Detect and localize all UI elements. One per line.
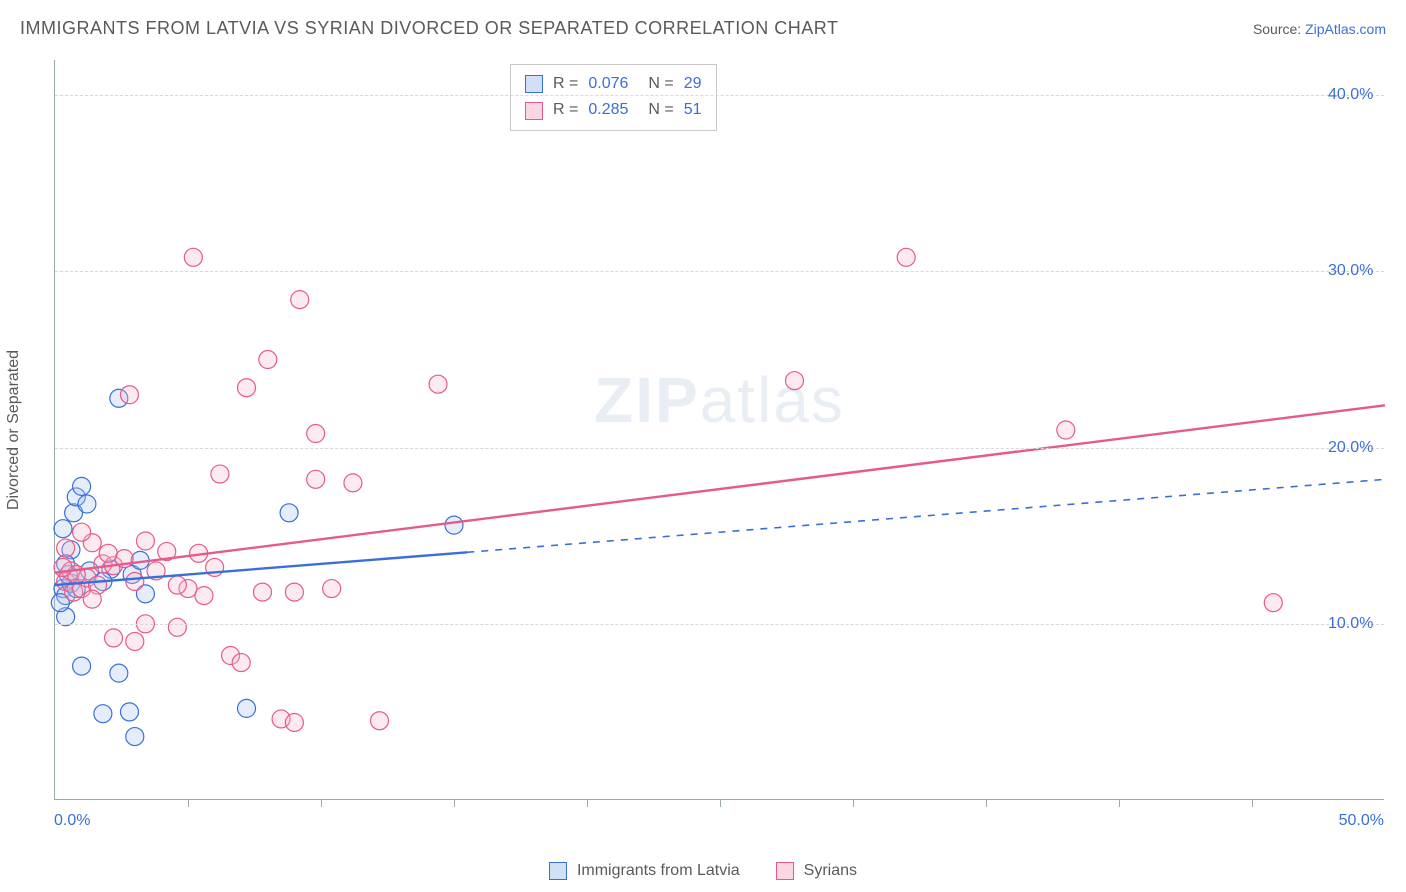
y-tick-label: 30.0% bbox=[1328, 262, 1398, 280]
latvia-swatch bbox=[549, 862, 567, 880]
syrians-point bbox=[238, 379, 256, 397]
latvia-point bbox=[445, 516, 463, 534]
syrians-point bbox=[897, 248, 915, 266]
source-prefix: Source: bbox=[1253, 21, 1305, 37]
latvia-point bbox=[110, 664, 128, 682]
syrians-point bbox=[285, 583, 303, 601]
x-tick-mark bbox=[720, 799, 721, 807]
syrians-point bbox=[1057, 421, 1075, 439]
syrians-swatch bbox=[776, 862, 794, 880]
series-legend: Immigrants from Latvia Syrians bbox=[0, 862, 1406, 880]
syrians-point bbox=[291, 291, 309, 309]
syrians-point bbox=[785, 372, 803, 390]
legend-item-syrians: Syrians bbox=[776, 862, 857, 880]
legend-series-label: Immigrants from Latvia bbox=[577, 862, 740, 880]
syrians-point bbox=[136, 532, 154, 550]
syrians-point bbox=[126, 632, 144, 650]
legend-r-value: 0.285 bbox=[588, 97, 628, 123]
legend-series-label: Syrians bbox=[804, 862, 857, 880]
syrians-point bbox=[57, 539, 75, 557]
syrians-point bbox=[371, 712, 389, 730]
syrians-point bbox=[211, 465, 229, 483]
syrians-point bbox=[307, 425, 325, 443]
plot-area: ZIPatlas R = 0.076N = 29R = 0.285N = 51 bbox=[54, 60, 1384, 800]
latvia-point bbox=[54, 520, 72, 538]
x-tick-mark bbox=[587, 799, 588, 807]
syrians-point bbox=[195, 587, 213, 605]
latvia-point bbox=[120, 703, 138, 721]
y-tick-label: 10.0% bbox=[1328, 615, 1398, 633]
syrians-point bbox=[120, 386, 138, 404]
syrians-point bbox=[105, 629, 123, 647]
y-axis-area: Divorced or Separated bbox=[0, 60, 54, 800]
latvia-point bbox=[280, 504, 298, 522]
legend-r-label: R = bbox=[553, 71, 578, 97]
x-tick-mark bbox=[853, 799, 854, 807]
gridline bbox=[55, 95, 1384, 96]
x-tick-mark bbox=[1119, 799, 1120, 807]
legend-row-latvia: R = 0.076 N = 29 bbox=[525, 71, 702, 97]
x-tick-mark bbox=[188, 799, 189, 807]
legend-n-label: N = bbox=[648, 71, 673, 97]
latvia-point bbox=[238, 699, 256, 717]
syrians-point bbox=[126, 573, 144, 591]
syrians-point bbox=[1264, 594, 1282, 612]
latvia-point bbox=[73, 657, 91, 675]
syrians-point bbox=[323, 580, 341, 598]
syrians-point bbox=[344, 474, 362, 492]
syrians-point bbox=[253, 583, 271, 601]
legend-n-value: 29 bbox=[684, 71, 702, 97]
chart-header: IMMIGRANTS FROM LATVIA VS SYRIAN DIVORCE… bbox=[20, 18, 1386, 39]
syrians-point bbox=[232, 654, 250, 672]
gridline bbox=[55, 624, 1384, 625]
legend-r-label: R = bbox=[553, 97, 578, 123]
syrians-point bbox=[429, 375, 447, 393]
gridline bbox=[55, 271, 1384, 272]
syrians-point bbox=[285, 713, 303, 731]
x-tick-mark bbox=[986, 799, 987, 807]
latvia-trendline-extrapolated bbox=[467, 479, 1385, 552]
y-tick-label: 20.0% bbox=[1328, 439, 1398, 457]
chart-title: IMMIGRANTS FROM LATVIA VS SYRIAN DIVORCE… bbox=[20, 18, 838, 39]
x-tick-mark bbox=[1252, 799, 1253, 807]
correlation-legend: R = 0.076 N = 29 R = 0.285 N = 51 bbox=[510, 64, 717, 131]
latvia-swatch bbox=[525, 75, 543, 93]
latvia-point bbox=[126, 728, 144, 746]
syrians-point bbox=[83, 590, 101, 608]
legend-n-label: N = bbox=[648, 97, 673, 123]
legend-n-value: 51 bbox=[684, 97, 702, 123]
latvia-point bbox=[73, 477, 91, 495]
syrians-point bbox=[168, 576, 186, 594]
legend-r-value: 0.076 bbox=[588, 71, 628, 97]
syrians-point bbox=[168, 618, 186, 636]
y-axis-label: Divorced or Separated bbox=[5, 350, 23, 510]
chart-svg bbox=[55, 60, 1384, 799]
syrians-point bbox=[73, 523, 91, 541]
syrians-point bbox=[259, 351, 277, 369]
latvia-point bbox=[94, 705, 112, 723]
syrians-point bbox=[54, 558, 72, 576]
latvia-point bbox=[78, 495, 96, 513]
syrians-swatch bbox=[525, 102, 543, 120]
syrians-point bbox=[99, 544, 117, 562]
y-tick-label: 40.0% bbox=[1328, 86, 1398, 104]
x-tick-mark bbox=[454, 799, 455, 807]
legend-row-syrians: R = 0.285 N = 51 bbox=[525, 97, 702, 123]
syrians-point bbox=[307, 470, 325, 488]
syrians-trendline bbox=[55, 405, 1385, 572]
x-tick-mark bbox=[321, 799, 322, 807]
source-link[interactable]: ZipAtlas.com bbox=[1305, 21, 1386, 37]
source-attribution: Source: ZipAtlas.com bbox=[1253, 21, 1386, 37]
legend-item-latvia: Immigrants from Latvia bbox=[549, 862, 740, 880]
gridline bbox=[55, 448, 1384, 449]
syrians-point bbox=[184, 248, 202, 266]
